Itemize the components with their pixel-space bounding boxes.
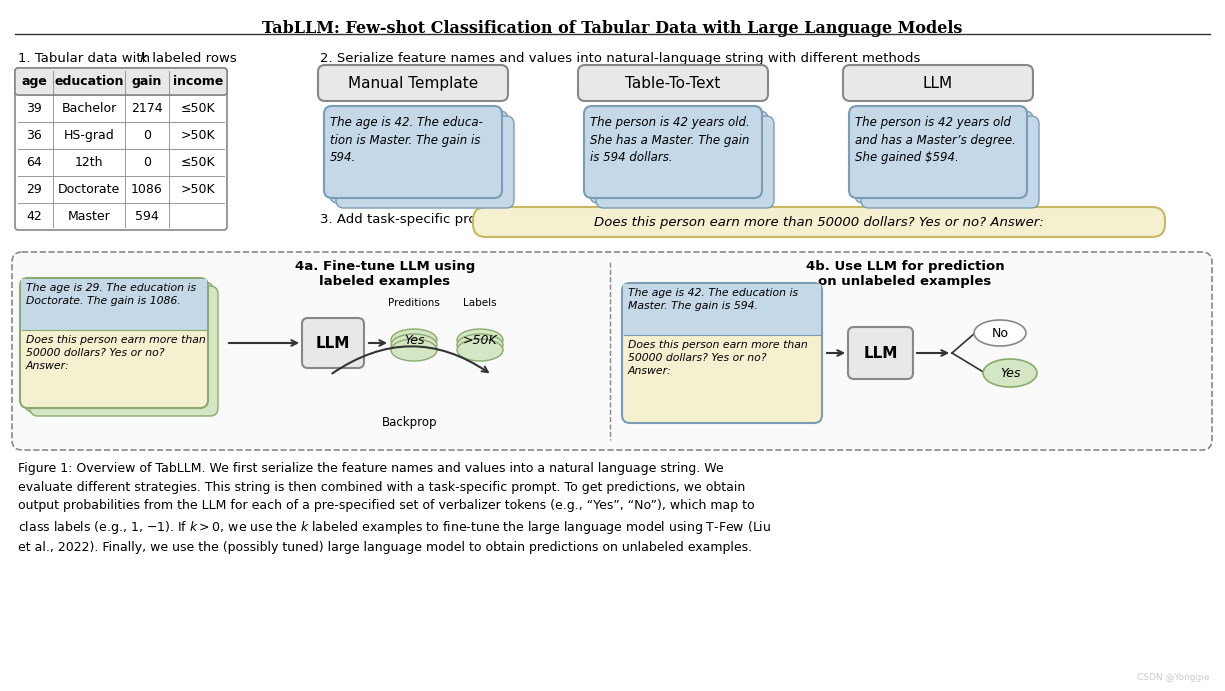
Text: The age is 42. The education is
Master. The gain is 594.: The age is 42. The education is Master. … bbox=[628, 288, 799, 311]
Text: 3. Add task-specific prompt: 3. Add task-specific prompt bbox=[320, 213, 503, 226]
Text: labeled rows: labeled rows bbox=[148, 52, 236, 65]
FancyBboxPatch shape bbox=[843, 65, 1033, 101]
FancyBboxPatch shape bbox=[336, 116, 514, 208]
Text: Table-To-Text: Table-To-Text bbox=[625, 75, 720, 91]
FancyBboxPatch shape bbox=[29, 286, 218, 416]
Text: 12th: 12th bbox=[75, 156, 103, 169]
Text: k: k bbox=[140, 52, 148, 65]
Text: 64: 64 bbox=[26, 156, 42, 169]
Text: Preditions: Preditions bbox=[388, 298, 440, 308]
Text: 2174: 2174 bbox=[131, 102, 163, 115]
Ellipse shape bbox=[457, 334, 503, 356]
FancyBboxPatch shape bbox=[303, 318, 364, 368]
Text: 36: 36 bbox=[26, 129, 42, 142]
Ellipse shape bbox=[391, 334, 437, 356]
Text: 29: 29 bbox=[26, 183, 42, 196]
Text: 0: 0 bbox=[143, 129, 151, 142]
Text: Manual Template: Manual Template bbox=[348, 75, 478, 91]
Text: Does this person earn more than
50000 dollars? Yes or no?
Answer:: Does this person earn more than 50000 do… bbox=[26, 335, 206, 371]
Text: 1. Tabular data with: 1. Tabular data with bbox=[18, 52, 154, 65]
Text: The age is 42. The educa-
tion is Master. The gain is
594.: The age is 42. The educa- tion is Master… bbox=[330, 116, 483, 164]
Text: Master: Master bbox=[67, 210, 110, 223]
Ellipse shape bbox=[457, 329, 503, 351]
Text: 0: 0 bbox=[143, 156, 151, 169]
Bar bbox=[21, 279, 207, 330]
Text: Backprop: Backprop bbox=[382, 415, 437, 428]
FancyBboxPatch shape bbox=[578, 65, 768, 101]
Text: 4a. Fine-tune LLM using
labeled examples: 4a. Fine-tune LLM using labeled examples bbox=[295, 260, 475, 288]
Text: 42: 42 bbox=[26, 210, 42, 223]
Ellipse shape bbox=[457, 339, 503, 361]
Text: age: age bbox=[21, 75, 47, 88]
Text: HS-grad: HS-grad bbox=[64, 129, 114, 142]
Text: ≤50K: ≤50K bbox=[181, 102, 216, 115]
Text: 39: 39 bbox=[26, 102, 42, 115]
Ellipse shape bbox=[982, 359, 1038, 387]
Text: Yes: Yes bbox=[1000, 366, 1020, 379]
Text: LLM: LLM bbox=[864, 346, 898, 361]
FancyBboxPatch shape bbox=[323, 106, 502, 198]
FancyBboxPatch shape bbox=[849, 106, 1027, 198]
Ellipse shape bbox=[974, 320, 1027, 346]
FancyBboxPatch shape bbox=[855, 111, 1033, 203]
Text: 1086: 1086 bbox=[131, 183, 163, 196]
Text: 2. Serialize feature names and values into natural-language string with differen: 2. Serialize feature names and values in… bbox=[320, 52, 920, 65]
Text: No: No bbox=[991, 327, 1008, 339]
FancyBboxPatch shape bbox=[12, 252, 1212, 450]
FancyBboxPatch shape bbox=[473, 207, 1165, 237]
FancyBboxPatch shape bbox=[861, 116, 1039, 208]
Text: Does this person earn more than
50000 dollars? Yes or no?
Answer:: Does this person earn more than 50000 do… bbox=[628, 340, 807, 377]
Text: LLM: LLM bbox=[316, 336, 350, 350]
Text: >50K: >50K bbox=[181, 129, 216, 142]
Text: The age is 29. The education is
Doctorate. The gain is 1086.: The age is 29. The education is Doctorat… bbox=[26, 283, 196, 306]
FancyBboxPatch shape bbox=[15, 68, 227, 230]
Text: >50K: >50K bbox=[463, 334, 497, 346]
FancyBboxPatch shape bbox=[15, 68, 227, 95]
FancyBboxPatch shape bbox=[590, 111, 768, 203]
Text: Labels: Labels bbox=[463, 298, 497, 308]
FancyBboxPatch shape bbox=[20, 278, 208, 408]
Text: 594: 594 bbox=[135, 210, 159, 223]
Text: Yes: Yes bbox=[404, 334, 424, 346]
Text: The person is 42 years old.
She has a Master. The gain
is 594 dollars.: The person is 42 years old. She has a Ma… bbox=[590, 116, 750, 164]
Bar bbox=[624, 284, 821, 335]
FancyBboxPatch shape bbox=[24, 282, 213, 412]
Ellipse shape bbox=[391, 329, 437, 351]
Text: Bachelor: Bachelor bbox=[61, 102, 116, 115]
Text: education: education bbox=[54, 75, 124, 88]
Text: >50K: >50K bbox=[181, 183, 216, 196]
Text: TabLLM: Few-shot Classification of Tabular Data with Large Language Models: TabLLM: Few-shot Classification of Tabul… bbox=[262, 20, 962, 37]
Text: The person is 42 years old
and has a Master’s degree.
She gained $594.: The person is 42 years old and has a Mas… bbox=[855, 116, 1016, 164]
FancyBboxPatch shape bbox=[622, 283, 822, 423]
FancyBboxPatch shape bbox=[318, 65, 508, 101]
FancyBboxPatch shape bbox=[330, 111, 508, 203]
FancyBboxPatch shape bbox=[597, 116, 774, 208]
Text: Figure 1: Overview of TabLLM. We first serialize the feature names and values in: Figure 1: Overview of TabLLM. We first s… bbox=[18, 462, 772, 554]
FancyBboxPatch shape bbox=[584, 106, 762, 198]
Text: gain: gain bbox=[132, 75, 162, 88]
Text: Doctorate: Doctorate bbox=[58, 183, 120, 196]
Text: ≤50K: ≤50K bbox=[181, 156, 216, 169]
Text: LLM: LLM bbox=[922, 75, 953, 91]
Text: income: income bbox=[173, 75, 223, 88]
Ellipse shape bbox=[391, 339, 437, 361]
FancyBboxPatch shape bbox=[848, 327, 913, 379]
Text: CSDN @Yonggie: CSDN @Yonggie bbox=[1137, 673, 1210, 682]
Text: Does this person earn more than 50000 dollars? Yes or no? Answer:: Does this person earn more than 50000 do… bbox=[594, 216, 1044, 229]
Text: 4b. Use LLM for prediction
on unlabeled examples: 4b. Use LLM for prediction on unlabeled … bbox=[806, 260, 1004, 288]
